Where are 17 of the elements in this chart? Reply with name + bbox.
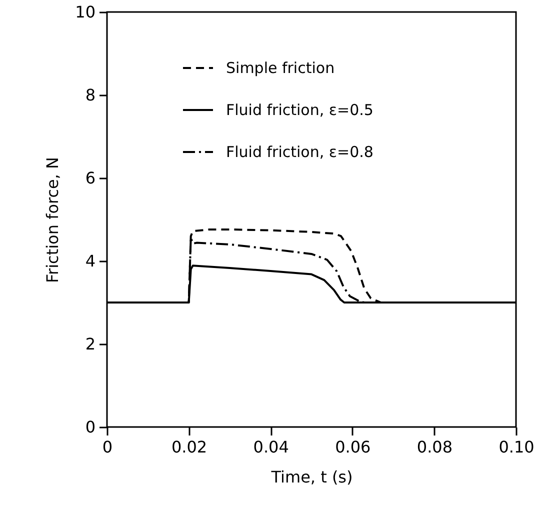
legend-label: Simple friction (226, 59, 335, 77)
y-tick-label: 8 (85, 86, 96, 104)
y-tick-label: 6 (85, 168, 96, 188)
x-tick-label: 0.02 (171, 438, 208, 456)
legend-label: Fluid friction, ε=0.5 (226, 101, 374, 119)
y-axis-title: Friction force, N (43, 156, 62, 284)
y-tick-label: 0 (85, 418, 96, 436)
x-tick-label: 0.04 (253, 438, 289, 456)
y-tick-label: 4 (85, 252, 96, 270)
y-tick-label: 2 (85, 334, 96, 354)
x-tick-label: 0 (102, 438, 113, 456)
x-tick-label: 0.06 (335, 438, 371, 456)
x-tick-label: 0.10 (498, 438, 534, 456)
x-tick-label: 0.08 (416, 438, 453, 456)
y-tick-label: 10 (75, 2, 96, 22)
legend-label: Fluid friction, ε=0.8 (226, 143, 374, 161)
x-axis-title: Time, t (s) (270, 468, 353, 486)
